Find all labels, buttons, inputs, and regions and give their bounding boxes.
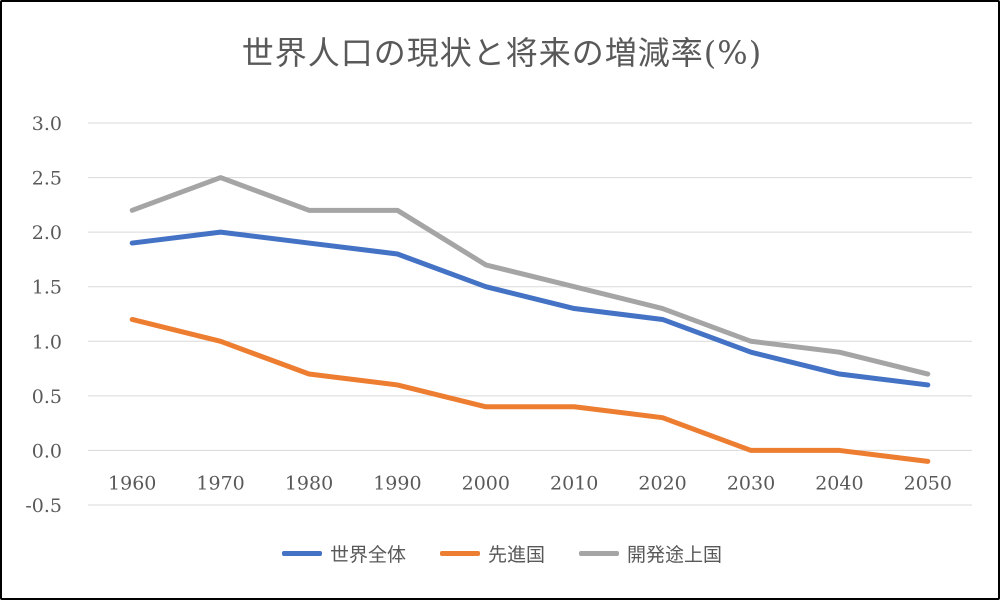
legend-swatch bbox=[579, 551, 619, 556]
y-tick-label: 1.5 bbox=[32, 277, 62, 299]
legend-label: 先進国 bbox=[487, 544, 545, 566]
legend: 世界全体 先進国 開発途上国 bbox=[2, 540, 1000, 567]
legend-item: 先進国 bbox=[439, 540, 545, 567]
x-tick-label: 2010 bbox=[550, 472, 598, 494]
x-tick-label: 2040 bbox=[815, 472, 863, 494]
y-tick-label: 3.0 bbox=[32, 113, 62, 135]
legend-item: 開発途上国 bbox=[579, 540, 722, 567]
y-tick-label: 0.0 bbox=[32, 440, 62, 462]
legend-label: 世界全体 bbox=[329, 544, 406, 566]
x-tick-label: 2020 bbox=[638, 472, 686, 494]
legend-label: 開発途上国 bbox=[627, 544, 723, 566]
x-tick-label: 1980 bbox=[285, 472, 333, 494]
y-tick-label: 1.0 bbox=[32, 331, 62, 353]
x-tick-label: 2030 bbox=[727, 472, 775, 494]
legend-item: 世界全体 bbox=[281, 540, 406, 567]
x-tick-label: 1990 bbox=[373, 472, 421, 494]
y-tick-label: 2.0 bbox=[32, 222, 62, 244]
x-tick-label: 1970 bbox=[196, 472, 244, 494]
series-line bbox=[129, 229, 931, 388]
x-tick-label: 2000 bbox=[462, 472, 510, 494]
legend-swatch bbox=[439, 551, 480, 556]
y-tick-label: -0.5 bbox=[25, 495, 62, 517]
chart-title: 世界人口の現状と将来の増減率(%) bbox=[241, 34, 763, 72]
x-tick-label: 2050 bbox=[904, 472, 952, 494]
y-tick-label: 0.5 bbox=[32, 386, 62, 408]
x-tick-label: 1960 bbox=[108, 472, 156, 494]
series-line bbox=[129, 316, 931, 464]
legend-swatch bbox=[281, 551, 322, 556]
y-tick-label: 2.5 bbox=[32, 168, 62, 190]
series-line bbox=[129, 175, 931, 377]
